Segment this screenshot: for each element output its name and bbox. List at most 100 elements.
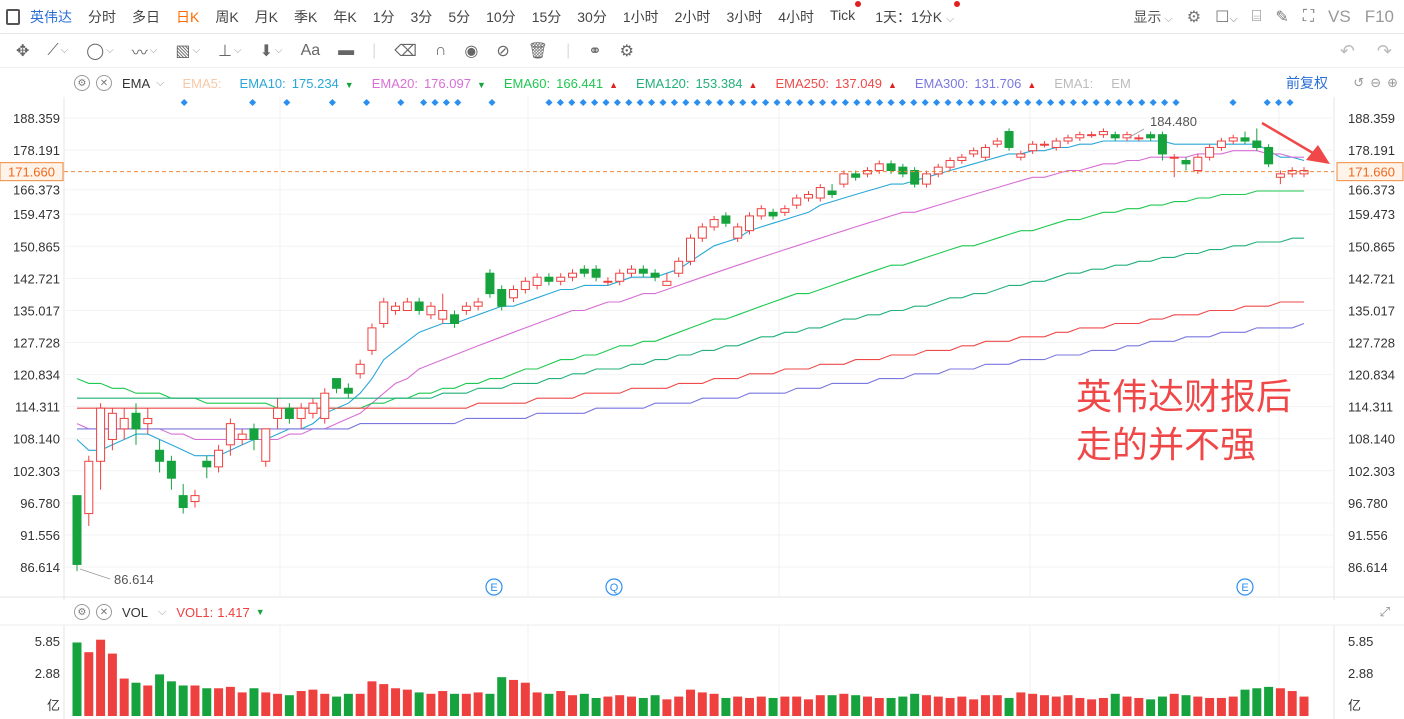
period-tab[interactable]: 2小时 <box>674 8 711 25</box>
circle-tool[interactable]: ◯ ⌵ <box>86 42 114 60</box>
magnet-icon[interactable]: ∩ <box>434 41 447 59</box>
period-tab[interactable]: 1小时 <box>622 8 659 25</box>
measure-tool[interactable]: ⊥ ⌵ <box>218 42 242 60</box>
period-tab[interactable]: 月K <box>254 8 279 25</box>
period-tab[interactable]: 年K <box>333 8 357 25</box>
volume-bar <box>591 697 601 716</box>
ema-legend-item[interactable]: EMA20: 176.097 ▼ <box>372 76 486 91</box>
period-tab[interactable]: 日K <box>176 8 200 25</box>
ema-legend-item[interactable]: EMA120: 153.384 ▲ <box>636 76 757 91</box>
ema-legend-item[interactable]: EM <box>1111 76 1131 91</box>
price-adjust-button[interactable]: 前复权 <box>1286 75 1328 91</box>
layout-icon[interactable] <box>6 8 20 25</box>
redo-icon[interactable]: ↷ <box>1376 40 1392 61</box>
volume-bar <box>603 696 613 716</box>
candle-body <box>320 392 330 419</box>
wave-tool[interactable]: 〰 ⌵ <box>132 39 158 63</box>
y-axis-label-left: 120.834 <box>13 368 60 383</box>
text-tool-icon[interactable]: Aa <box>300 41 321 59</box>
indicator-name[interactable]: EMA <box>122 75 151 91</box>
expand-icon[interactable]: ⤢ <box>1379 604 1390 619</box>
period-tab[interactable]: 10分 <box>486 8 516 25</box>
hide-icon[interactable]: ⊘ <box>496 42 510 60</box>
toolbar-settings-icon[interactable]: ⚙ <box>619 42 635 60</box>
fullscreen-icon[interactable]: ⛶ <box>1302 8 1315 25</box>
up-arrow-icon: ▲ <box>1027 79 1037 90</box>
camera-icon[interactable]: ⌸ <box>1251 8 1262 25</box>
ema-legend-item[interactable]: EMA250: 137.049 ▲ <box>775 76 896 91</box>
volume-bar <box>320 693 330 716</box>
candle-body <box>520 280 530 290</box>
volume-bar <box>190 685 200 716</box>
move-tool-icon[interactable]: ✥ <box>16 42 30 60</box>
zoom-in-icon[interactable]: ⊕ <box>1387 75 1398 90</box>
pen-icon[interactable]: ✎ <box>1275 9 1289 26</box>
candle-body <box>851 173 861 178</box>
link-icon[interactable]: ⚭ <box>588 42 602 60</box>
period-tab[interactable]: 1分 <box>372 8 395 25</box>
ema-legend-item[interactable]: EMA300: 131.706 ▲ <box>915 76 1036 91</box>
period-tab[interactable]: 30分 <box>577 8 607 25</box>
y-axis-label-right: 102.303 <box>1348 464 1395 479</box>
f10-button[interactable]: F10 <box>1364 7 1394 26</box>
ema-legend-item[interactable]: EMA10: 175.234 ▼ <box>240 76 354 91</box>
period-tab[interactable]: 分时 <box>88 8 116 25</box>
candle-body <box>662 280 672 286</box>
candle-body <box>332 378 342 389</box>
zoom-out-icon[interactable]: ⊖ <box>1370 75 1382 90</box>
volume-bar <box>1075 697 1085 716</box>
volume-bar <box>308 689 318 716</box>
event-diamond <box>328 98 336 107</box>
period-tab[interactable]: 周K <box>215 8 239 25</box>
indicator-settings-icon[interactable]: ⚙ <box>74 75 90 91</box>
ema-line-ema20 <box>76 150 1304 441</box>
volume-bar <box>237 692 247 716</box>
volume-bar <box>886 697 896 716</box>
chevron-down-icon[interactable]: ⌵ <box>158 605 167 618</box>
fib-tool[interactable]: ▧ ⌵ <box>175 42 201 60</box>
vol-close-icon[interactable]: ✕ <box>96 604 112 620</box>
period-tab[interactable]: 5分 <box>448 8 471 25</box>
color-square-icon[interactable]: ☐⌵ <box>1215 9 1238 26</box>
undo-icon[interactable]: ↶ <box>1339 40 1355 61</box>
eye-icon[interactable]: ◉ <box>464 42 479 60</box>
vol1-label: VOL1: <box>176 604 214 620</box>
symbol-name[interactable]: 英伟达 <box>30 8 72 25</box>
vs-button[interactable]: VS <box>1328 7 1351 26</box>
y-axis-label-left: 142.721 <box>13 271 60 286</box>
period-tab[interactable]: 15分 <box>531 8 562 25</box>
vol-settings-icon[interactable]: ⚙ <box>74 604 90 620</box>
ema-legend-item[interactable]: EMA1: <box>1054 76 1093 91</box>
period-tab[interactable]: 多日 <box>132 8 160 25</box>
period-tab[interactable]: 4小时 <box>778 8 815 25</box>
volume-bar <box>143 685 153 716</box>
indicator-close-icon[interactable]: ✕ <box>96 75 112 91</box>
ema-legend-item[interactable]: EMA60: 166.441 ▲ <box>504 76 618 91</box>
vol-indicator-name[interactable]: VOL <box>122 604 149 620</box>
display-dropdown[interactable]: 显示 ⌵ <box>1133 9 1173 25</box>
event-diamond <box>1286 98 1294 107</box>
event-diamond <box>762 98 770 107</box>
period-tab[interactable]: 季K <box>294 8 318 25</box>
candle-body <box>414 301 424 311</box>
period-tab[interactable]: Tick <box>822 0 863 27</box>
vol-axis-label-right: 2.88 <box>1348 666 1373 681</box>
reset-icon[interactable]: ↺ <box>1353 75 1365 90</box>
chevron-down-icon[interactable]: ⌵ <box>156 76 165 89</box>
settings-icon[interactable]: ⚙ <box>1186 9 1202 26</box>
comment-icon[interactable]: ▬ <box>338 41 355 59</box>
volume-bar <box>862 696 872 716</box>
line-tool[interactable]: ⟋ ⌵ <box>47 41 69 59</box>
eraser-icon[interactable]: ⌫ <box>394 42 417 60</box>
annotation-line-2: 走的并不强 <box>1076 425 1257 466</box>
arrow-tool[interactable]: ⬇ ⌵ <box>259 42 283 60</box>
volume-bar <box>1181 695 1191 716</box>
period-tab[interactable]: 3分 <box>410 8 433 25</box>
event-diamond <box>442 98 450 107</box>
period-tab[interactable]: 3小时 <box>726 8 763 25</box>
interval-dropdown[interactable]: 1天：1分K ⌵ <box>867 0 962 27</box>
trash-icon[interactable]: 🗑 <box>527 42 549 60</box>
ema-legend-item[interactable]: EMA5: <box>183 76 222 91</box>
candle-body <box>497 288 507 307</box>
